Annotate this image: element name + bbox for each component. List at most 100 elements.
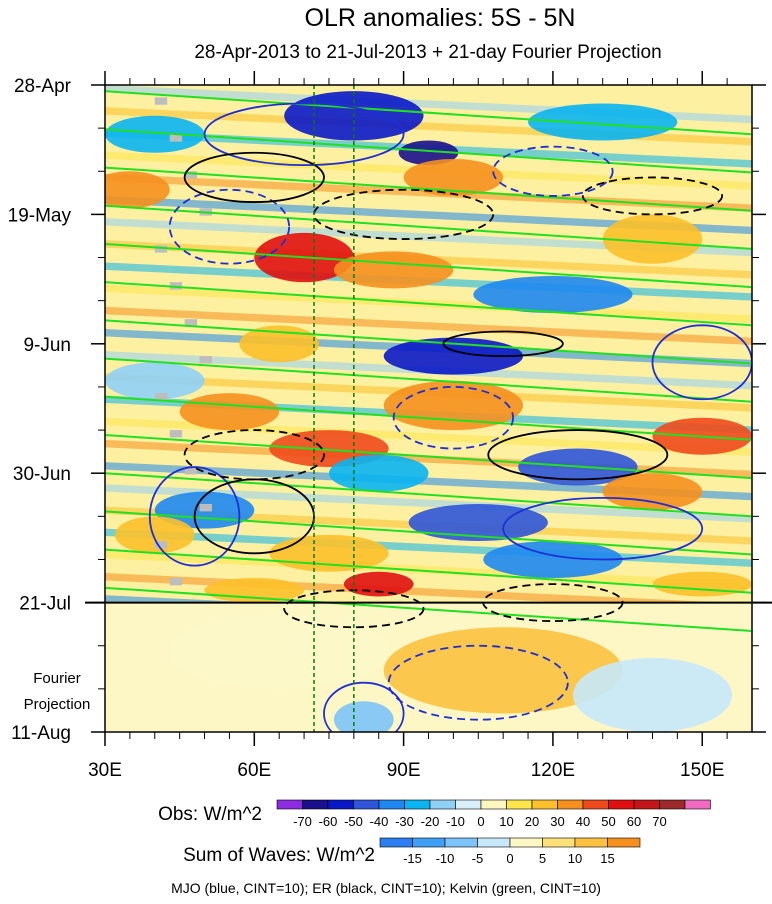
anomaly-cell xyxy=(105,115,205,153)
anomaly-cell xyxy=(602,473,703,511)
waves-colorbar-label: Sum of Waves: W/m^2 xyxy=(183,845,375,866)
mjo-contour xyxy=(323,681,405,732)
obs-colorbar-swatch xyxy=(582,799,609,810)
waves-colorbar-swatch xyxy=(542,837,576,848)
obs-colorbar-swatch xyxy=(684,799,711,810)
obs-colorbar-swatch xyxy=(404,799,431,810)
kelvin-contour xyxy=(105,166,752,212)
obs-colorbar-tick: -40 xyxy=(370,814,389,829)
missing-data-block xyxy=(184,467,198,475)
kelvin-contour xyxy=(105,586,752,632)
mjo-contour xyxy=(148,466,241,567)
anomaly-cell xyxy=(528,103,678,141)
er-contour xyxy=(183,151,325,203)
x-axis: 30E 60E 90E 120E 150E xyxy=(88,71,728,781)
anomaly-cell xyxy=(114,516,195,554)
obs-colorbar-tick: -50 xyxy=(344,814,363,829)
mjo-contour xyxy=(502,496,704,561)
mjo-contour xyxy=(392,386,515,450)
chart-subtitle: 28-Apr-2013 to 21-Jul-2013 + 21-day Four… xyxy=(194,42,661,63)
observed-anomaly-layer xyxy=(105,85,752,634)
waves-colorbar-swatch xyxy=(444,837,478,848)
missing-data-block xyxy=(169,134,183,142)
obs-colorbar-tick: 60 xyxy=(627,814,641,829)
anomaly-cell xyxy=(204,577,305,603)
mjo-contour xyxy=(651,324,752,401)
y-tick-label: 30-Jun xyxy=(13,464,71,485)
kelvin-contour xyxy=(105,242,752,289)
kelvin-contour xyxy=(105,128,752,174)
plot-area xyxy=(105,85,752,732)
obs-colorbar-tick: 0 xyxy=(477,814,484,829)
missing-data-block xyxy=(154,97,168,105)
anomaly-cell xyxy=(239,325,320,363)
anomaly-cell xyxy=(105,171,170,209)
kelvin-contour xyxy=(105,357,752,403)
obs-colorbar-tick: 10 xyxy=(499,814,513,829)
observed-band xyxy=(105,306,752,346)
wave-legend: MJO (blue, CINT=10); ER (black, CINT=10)… xyxy=(171,880,601,896)
missing-data-block xyxy=(169,282,183,290)
anomaly-cell xyxy=(269,534,389,572)
obs-colorbar-swatch xyxy=(633,799,660,810)
kelvin-contour xyxy=(105,204,752,250)
x-tick-label: 30E xyxy=(88,760,122,781)
anomaly-cell xyxy=(398,140,459,166)
x-tick-label: 150E xyxy=(680,760,724,781)
obs-colorbar-tick: 50 xyxy=(601,814,615,829)
observed-band xyxy=(105,484,752,523)
missing-data-block xyxy=(169,577,183,586)
kelvin-contour xyxy=(105,510,752,556)
missing-data-block xyxy=(184,319,198,327)
obs-colorbar-tick: -60 xyxy=(319,814,338,829)
waves-colorbar-swatch xyxy=(509,837,543,848)
y-tick-label: 21-Jul xyxy=(19,594,71,615)
projection-label-line2: Projection xyxy=(24,696,91,713)
kelvin-contour xyxy=(105,90,752,136)
observed-band xyxy=(105,462,752,501)
waves-colorbar-swatch xyxy=(574,837,608,848)
projection-cell xyxy=(572,658,733,732)
waves-colorbar-swatch xyxy=(477,837,511,848)
waves-colorbar-swatch xyxy=(379,837,413,848)
anomaly-cell xyxy=(343,571,414,597)
waves-colorbar-swatch xyxy=(412,837,446,848)
obs-colorbar-swatch xyxy=(531,799,558,810)
obs-colorbar-swatch xyxy=(378,799,405,810)
waves-colorbar-tick: 5 xyxy=(539,851,546,866)
y-tick-label: 9-Jun xyxy=(23,335,71,356)
obs-colorbar-swatch xyxy=(327,799,354,810)
anomaly-cell xyxy=(408,504,548,541)
projection-anomaly-layer xyxy=(105,602,752,732)
er-contour xyxy=(581,176,724,216)
missing-data-block xyxy=(154,540,168,549)
anomaly-cell xyxy=(105,362,205,400)
obs-colorbar-swatch xyxy=(608,799,635,810)
x-tick-label: 60E xyxy=(237,760,271,781)
y-tick-label: 11-Aug xyxy=(11,723,71,744)
obs-colorbar-tick: -70 xyxy=(293,814,312,829)
missing-data-block xyxy=(154,393,168,401)
y-tick-label: 28-Apr xyxy=(14,76,72,97)
mjo-contour xyxy=(492,145,614,197)
observed-band xyxy=(105,195,752,235)
obs-colorbar-swatch xyxy=(557,799,584,810)
projection-cell xyxy=(333,701,394,732)
obs-colorbar-label: Obs: W/m^2 xyxy=(158,804,262,825)
anomaly-cell xyxy=(333,251,454,289)
anomaly-cell xyxy=(602,214,703,264)
er-contour xyxy=(183,429,325,481)
kelvin-contour xyxy=(105,472,752,518)
missing-data-block xyxy=(169,430,183,438)
kelvin-contour xyxy=(105,281,752,327)
obs-colorbar-swatch xyxy=(302,799,329,810)
projection-cell xyxy=(169,614,389,689)
obs-colorbar-swatch xyxy=(276,799,303,810)
mjo-contour xyxy=(203,102,405,167)
mjo-contours xyxy=(148,102,752,732)
observed-band xyxy=(105,417,752,456)
er-contour xyxy=(487,429,669,481)
obs-colorbar-swatch xyxy=(353,799,380,810)
y-tick-label: 19-May xyxy=(8,205,72,226)
